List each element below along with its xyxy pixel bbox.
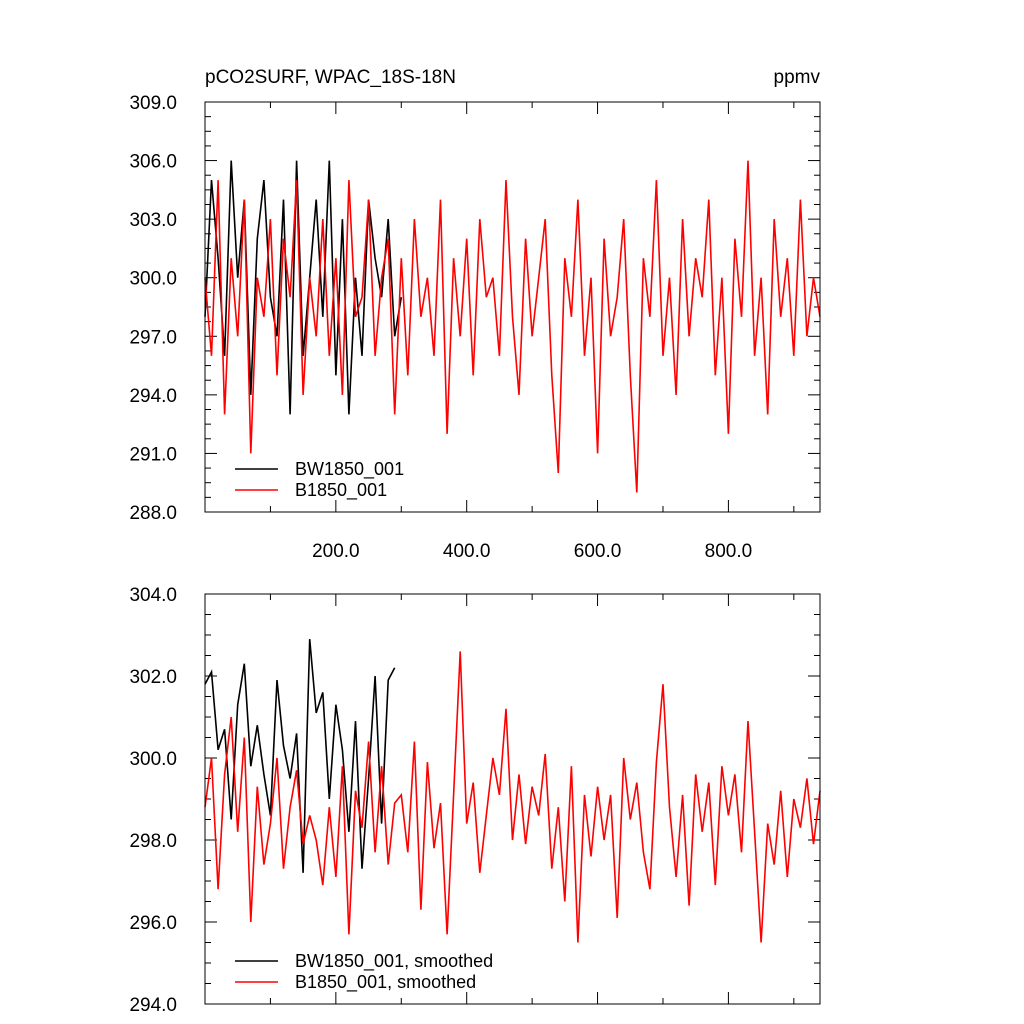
top-y-tick-label: 294.0	[129, 386, 177, 407]
top-plot-frame	[204, 101, 821, 513]
bottom-series-lines	[204, 639, 821, 943]
top-y-tick-label: 291.0	[129, 444, 177, 465]
bottom-y-tick-label: 304.0	[129, 585, 177, 606]
top-y-tick-label: 309.0	[129, 93, 177, 114]
top-y-tick-label: 297.0	[129, 327, 177, 348]
top-x-tick-labels: 200.0 400.0 600.0 800.0	[312, 541, 752, 562]
top-y-tick-labels: 288.0 291.0 294.0 297.0 300.0 303.0 306.0 309.0	[129, 93, 177, 524]
bottom-y-tick-label: 300.0	[129, 749, 177, 770]
bottom-legend-label-0: BW1850_001, smoothed	[295, 951, 493, 972]
bottom-tick-marks	[205, 593, 820, 1005]
top-x-tick-label: 600.0	[574, 541, 622, 562]
bottom-y-tick-label: 294.0	[129, 995, 177, 1016]
top-y-tick-label: 303.0	[129, 210, 177, 231]
top-x-tick-label: 400.0	[443, 541, 491, 562]
top-x-tick-label: 800.0	[705, 541, 753, 562]
bottom-panel: 294.0 296.0 298.0 300.0 302.0 304.0 BW1850_00…	[129, 585, 821, 1016]
bottom-series-line-1	[204, 651, 821, 943]
bottom-y-tick-label: 298.0	[129, 831, 177, 852]
bottom-legend-label-1: B1850_001, smoothed	[295, 972, 476, 993]
bottom-y-tick-labels: 294.0 296.0 298.0 300.0 302.0 304.0	[129, 585, 177, 1016]
bottom-y-tick-label: 302.0	[129, 667, 177, 688]
top-y-tick-label: 300.0	[129, 269, 177, 290]
top-legend-label-1: B1850_001	[295, 480, 387, 501]
top-x-tick-label: 200.0	[312, 541, 360, 562]
top-legend-label-0: BW1850_001	[295, 459, 404, 480]
bottom-y-tick-label: 296.0	[129, 913, 177, 934]
top-y-tick-label: 306.0	[129, 152, 177, 173]
bottom-plot-frame	[204, 593, 821, 1005]
top-title: pCO2SURF, WPAC_18S-18N	[205, 67, 456, 88]
top-y-tick-label: 288.0	[129, 503, 177, 524]
top-series-line-1	[204, 160, 821, 493]
top-tick-marks	[205, 101, 820, 513]
top-series-lines	[204, 160, 821, 493]
top-units: ppmv	[774, 67, 821, 88]
top-panel: pCO2SURF, WPAC_18S-18N ppmv 288.0 291.0 29…	[129, 67, 821, 562]
